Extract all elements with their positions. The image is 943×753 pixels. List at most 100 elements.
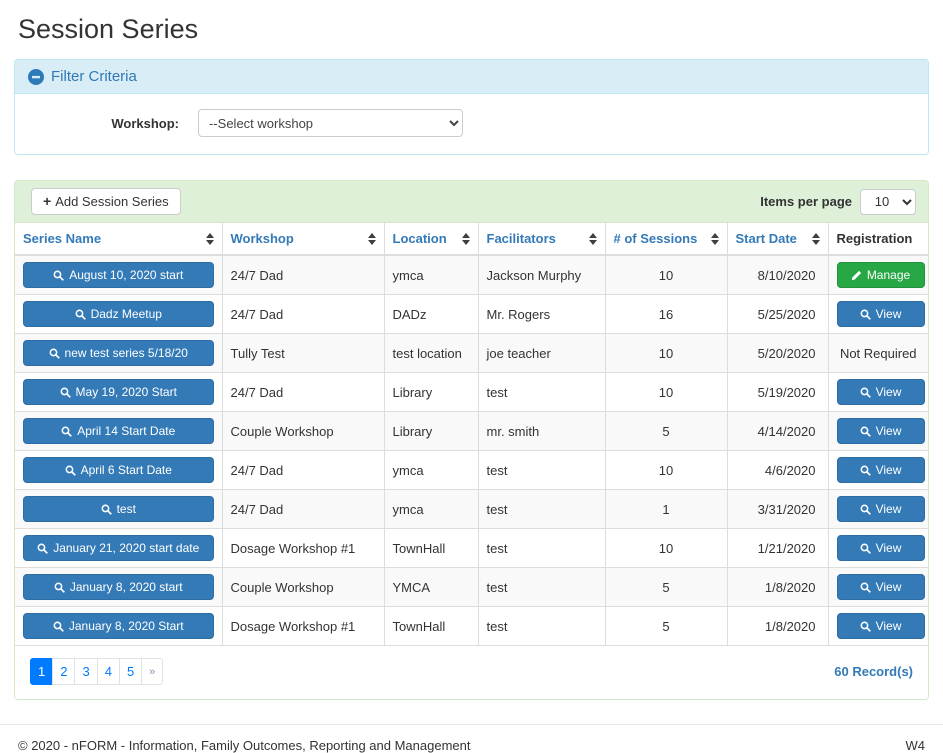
search-icon xyxy=(60,387,71,398)
table-row: April 14 Start Date Couple Workshop Librar… xyxy=(15,411,928,451)
search-icon xyxy=(860,426,871,437)
search-icon xyxy=(860,543,871,554)
search-icon xyxy=(860,621,871,632)
pagination-page-3[interactable]: 3 xyxy=(74,658,98,685)
column-header-series-name[interactable]: Series Name xyxy=(15,223,222,256)
search-icon xyxy=(61,426,73,437)
location-cell: ymca xyxy=(383,489,478,529)
sessions-cell: 5 xyxy=(604,567,727,607)
series-name-cell: Dadz Meetup xyxy=(15,294,222,334)
series-name-cell: May 19, 2020 Start xyxy=(15,372,222,412)
search-icon xyxy=(53,621,64,632)
table-footer: 1 2 3 4 5» 60 Record(s) xyxy=(15,645,928,699)
sessions-cell: 16 xyxy=(604,294,727,334)
table-row: test 24/7 Dad ymca test 1 3/31/2020 View xyxy=(15,489,928,529)
facilitators-cell: test xyxy=(477,450,605,490)
series-name-button[interactable]: January 21, 2020 start date xyxy=(23,535,214,561)
pagination-page-5[interactable]: 5 xyxy=(118,658,143,685)
view-button[interactable]: View xyxy=(836,535,925,561)
view-button[interactable]: View xyxy=(836,574,925,600)
column-label: Registration xyxy=(836,231,913,246)
location-cell: ymca xyxy=(383,450,478,490)
column-label: # of Sessions xyxy=(613,231,698,246)
facilitators-cell: Mr. Rogers xyxy=(477,294,605,334)
registration-button-label: View xyxy=(875,424,902,438)
table-row: May 19, 2020 Start 24/7 Dad Library test 10 5… xyxy=(15,372,928,412)
series-name-button[interactable]: May 19, 2020 Start xyxy=(23,379,214,405)
series-name-button[interactable]: April 14 Start Date xyxy=(23,418,214,444)
column-header-of-sessions[interactable]: # of Sessions xyxy=(604,223,727,256)
facilitators-cell: test xyxy=(477,606,605,645)
sessions-cell: 10 xyxy=(604,372,727,412)
facilitators-cell: joe teacher xyxy=(477,333,605,373)
location-cell: test location xyxy=(383,333,478,373)
start-date-cell: 4/6/2020 xyxy=(726,450,828,490)
location-cell: ymca xyxy=(383,254,478,295)
registration-cell: View xyxy=(827,450,928,490)
series-name-cell: January 21, 2020 start date xyxy=(15,528,222,568)
pencil-icon xyxy=(851,270,861,280)
series-name-button[interactable]: Dadz Meetup xyxy=(23,301,214,327)
view-button[interactable]: View xyxy=(836,379,925,405)
location-cell: DADz xyxy=(383,294,478,334)
add-session-series-button[interactable]: Add Session Series xyxy=(31,188,181,215)
search-icon xyxy=(860,387,871,398)
sessions-cell: 1 xyxy=(604,489,727,529)
series-name-button[interactable]: January 8, 2020 start xyxy=(23,574,214,600)
location-cell: Library xyxy=(383,411,478,451)
series-name-button[interactable]: new test series 5/18/20 xyxy=(23,340,214,366)
minus-circle-icon xyxy=(28,68,44,85)
search-icon xyxy=(75,309,86,320)
page-title: Session Series xyxy=(18,14,199,44)
location-cell: YMCA xyxy=(383,567,478,607)
search-icon xyxy=(54,582,65,593)
workshop-select[interactable]: --Select workshop xyxy=(198,109,463,137)
registration-button-label: View xyxy=(875,541,902,555)
facilitators-cell: test xyxy=(477,489,605,529)
sessions-cell: 10 xyxy=(604,333,727,373)
workshop-cell: 24/7 Dad xyxy=(221,254,384,295)
search-icon xyxy=(101,504,112,515)
view-button[interactable]: View xyxy=(836,418,925,444)
series-name-button[interactable]: test xyxy=(23,496,214,522)
facilitators-cell: test xyxy=(477,567,605,607)
column-header-facilitators[interactable]: Facilitators xyxy=(477,223,605,256)
column-header-start-date[interactable]: Start Date xyxy=(726,223,828,256)
table-toolbar: Add Session Series Items per page 10 xyxy=(15,181,928,223)
pagination-next-button[interactable]: » xyxy=(141,658,164,685)
view-button[interactable]: View xyxy=(836,457,925,483)
start-date-cell: 1/21/2020 xyxy=(726,528,828,568)
items-per-page-select[interactable]: 10 xyxy=(860,188,916,215)
facilitators-cell: mr. smith xyxy=(477,411,605,451)
search-icon xyxy=(860,504,871,515)
sort-arrows-icon xyxy=(811,232,820,245)
view-button[interactable]: View xyxy=(836,496,925,522)
start-date-cell: 5/19/2020 xyxy=(726,372,828,412)
series-name-cell: August 10, 2020 start xyxy=(15,254,222,295)
workshop-cell: 24/7 Dad xyxy=(221,489,384,529)
series-name-label: August 10, 2020 start xyxy=(69,268,184,282)
view-button[interactable]: View xyxy=(836,613,925,639)
column-label: Start Date xyxy=(735,231,797,246)
series-name-button[interactable]: August 10, 2020 start xyxy=(23,262,214,288)
series-name-button[interactable]: April 6 Start Date xyxy=(23,457,214,483)
registration-button-label: Manage xyxy=(866,268,911,282)
filter-criteria-header[interactable]: Filter Criteria xyxy=(15,60,928,94)
series-name-label: test xyxy=(116,502,136,516)
registration-status-text: Not Required xyxy=(839,345,917,361)
workshop-cell: Couple Workshop xyxy=(221,411,384,451)
pagination-page-1[interactable]: 1 xyxy=(30,658,54,685)
search-icon xyxy=(65,465,76,476)
record-count: 60 Record(s) xyxy=(834,664,913,679)
column-header-location[interactable]: Location xyxy=(383,223,478,256)
session-table-body: August 10, 2020 start 24/7 Dad ymca Jackson… xyxy=(15,254,928,645)
view-button[interactable]: View xyxy=(836,301,925,327)
pagination-page-2[interactable]: 2 xyxy=(52,658,76,685)
pagination-page-4[interactable]: 4 xyxy=(96,658,120,685)
table-header-row: Series Name Workshop Location Facilitators #… xyxy=(15,223,928,256)
registration-cell: View xyxy=(827,294,928,334)
series-name-button[interactable]: January 8, 2020 Start xyxy=(23,613,214,639)
series-name-cell: April 14 Start Date xyxy=(15,411,222,451)
manage-button[interactable]: Manage xyxy=(836,262,925,288)
column-header-workshop[interactable]: Workshop xyxy=(221,223,384,256)
